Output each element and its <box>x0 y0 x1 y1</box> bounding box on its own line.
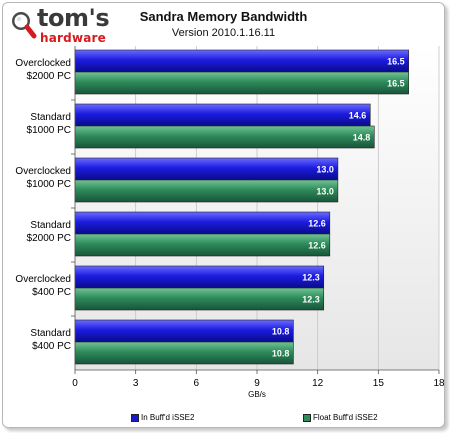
bar-value-label: 14.8 <box>353 133 371 143</box>
legend-label-in-buffd: In Buff'd iSSE2 <box>141 413 195 422</box>
bar-value-label: 13.0 <box>316 165 334 175</box>
bar-chart: 16.5 16.5 14.6 14.8 13.0 13.0 12.6 12.6 12.3 12.3… <box>15 46 444 399</box>
category-label-line: Standard <box>30 220 71 231</box>
legend-swatch-in-buffd <box>131 413 139 422</box>
category-label-line: $400 PC <box>32 287 71 298</box>
category-label-line: Overclocked <box>15 274 71 285</box>
legend-label-float-buffd: Float Buff'd iSSE2 <box>313 413 378 422</box>
legend: In Buff'd iSSE2 Float Buff'd iSSE2 <box>3 413 444 425</box>
category-label-line: $2000 PC <box>27 71 71 82</box>
legend-swatch-float-buffd <box>303 413 311 422</box>
category-label-line: $400 PC <box>32 341 71 352</box>
chart-subtitle: Version 2010.1.16.11 <box>171 27 276 39</box>
bar <box>74 319 294 343</box>
x-tick-label: 0 <box>72 378 78 389</box>
logo-subtitle: hardware <box>40 31 106 45</box>
x-tick-label: 3 <box>133 378 139 389</box>
bar-value-label: 13.0 <box>316 187 334 197</box>
bar <box>74 233 331 257</box>
legend-item-in-buffd: In Buff'd iSSE2 <box>131 413 194 422</box>
bar <box>74 211 331 235</box>
x-tick-label: 6 <box>194 378 200 389</box>
bar <box>74 179 339 203</box>
grid-lines <box>135 46 440 370</box>
bar-value-label: 12.6 <box>308 241 326 251</box>
x-tick-label: 15 <box>373 378 385 389</box>
category-label: Overclocked $2000 PC <box>15 58 71 82</box>
category-label-line: $1000 PC <box>27 179 71 190</box>
bar <box>74 265 325 289</box>
magnifier-icon <box>12 12 37 39</box>
bar <box>74 49 409 73</box>
bar-value-label: 14.6 <box>349 111 367 121</box>
bar <box>74 157 339 181</box>
category-label-line: $1000 PC <box>27 125 71 136</box>
bar <box>74 103 371 127</box>
x-tick-label: 9 <box>254 378 260 389</box>
bar-value-label: 10.8 <box>272 327 290 337</box>
category-label: Overclocked $1000 PC <box>15 166 71 190</box>
bar <box>74 71 409 95</box>
logo: tom's hardware <box>3 3 123 49</box>
x-tick-label: 18 <box>433 378 444 389</box>
legend-item-float-buffd: Float Buff'd iSSE2 <box>303 413 378 422</box>
chart-title: Sandra Memory Bandwidth <box>139 9 308 24</box>
category-label: Standard $400 PC <box>30 328 71 352</box>
category-label: Overclocked $400 PC <box>15 274 71 298</box>
bar-value-label: 12.3 <box>302 295 320 305</box>
bar <box>74 287 325 311</box>
category-label-line: Standard <box>30 328 71 339</box>
x-axis-label: GB/s <box>248 390 266 399</box>
category-label-line: Overclocked <box>15 166 71 177</box>
category-label-line: Overclocked <box>15 58 71 69</box>
bar <box>74 125 375 149</box>
chart-frame: tom's hardware Sandra Memory Bandwidth V… <box>2 2 445 428</box>
bar-value-label: 12.3 <box>302 273 320 283</box>
bar-value-label: 16.5 <box>387 79 405 89</box>
bar-value-label: 10.8 <box>272 349 290 359</box>
bar <box>74 341 294 365</box>
category-label-line: $2000 PC <box>27 233 71 244</box>
logo-name: tom's <box>37 4 110 32</box>
bar-value-label: 16.5 <box>387 57 405 67</box>
bars: 16.5 16.5 14.6 14.8 13.0 13.0 12.6 12.6 12.3 12.3… <box>74 49 409 365</box>
axes: 0 3 6 9 12 15 18 Overclocked $2000 PC Standard $10… <box>15 46 444 389</box>
category-label-line: Standard <box>30 112 71 123</box>
category-label: Standard $2000 PC <box>27 220 71 244</box>
bar-value-label: 12.6 <box>308 219 326 229</box>
category-label: Standard $1000 PC <box>27 112 71 136</box>
x-tick-label: 12 <box>312 378 324 389</box>
